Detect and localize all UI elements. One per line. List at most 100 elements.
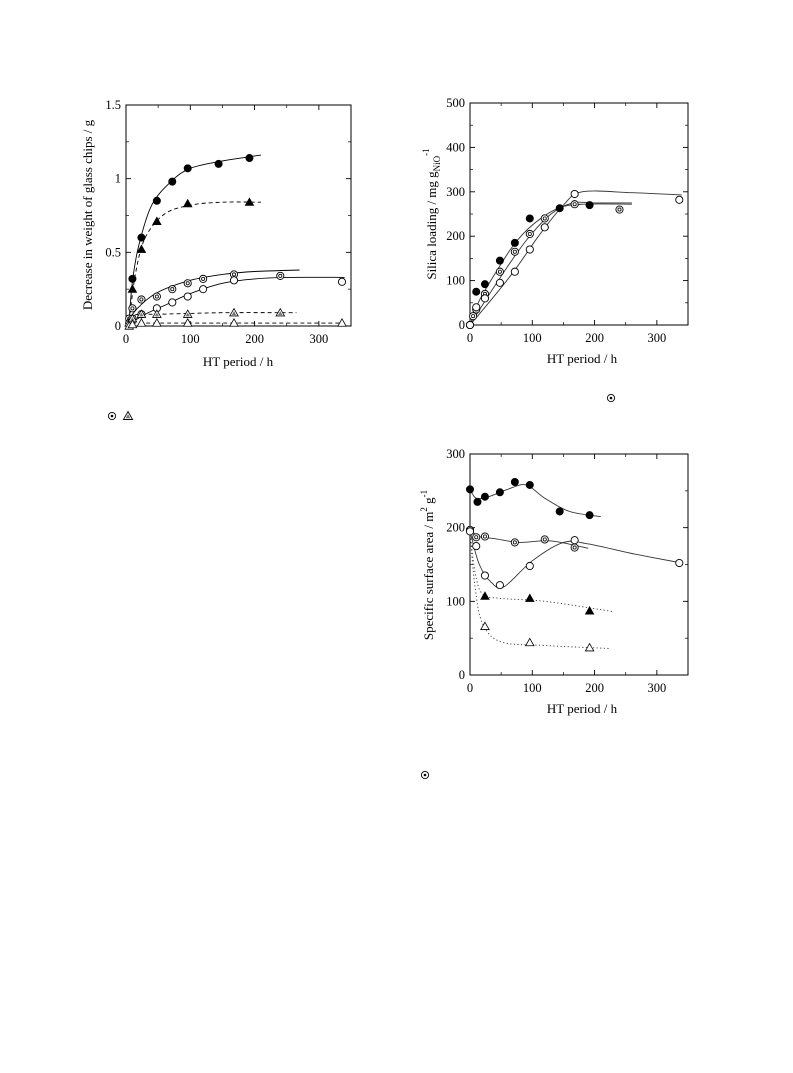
open-circle-point <box>570 536 579 545</box>
double-circle-point-inner <box>139 297 144 302</box>
filled-circle-point <box>245 154 254 163</box>
open-circle-point <box>199 285 208 294</box>
filled-triangle-point <box>480 591 490 600</box>
fit-curve-open-circle <box>125 276 345 327</box>
x-tick-label: 0 <box>123 332 129 346</box>
open-circle-point <box>510 267 519 276</box>
open-circle-point <box>337 277 347 286</box>
filled-triangle-point <box>136 244 147 253</box>
double-circle-point-inner <box>170 287 175 292</box>
grey-triangle-point-inner <box>154 312 160 317</box>
open-circle-point <box>229 276 239 285</box>
y-axis-title: Specific surface area / m2 g-1 <box>419 490 436 640</box>
double-circle-point <box>570 200 579 209</box>
double-circle-point-inner <box>130 306 135 311</box>
y-tick-label: 300 <box>446 185 465 199</box>
double-circle-point-inner <box>497 269 502 274</box>
double-circle-point <box>199 274 208 283</box>
x-tick-label: 300 <box>647 681 666 695</box>
grey-triangle-point-inner <box>185 312 190 317</box>
double-circle-point-inner <box>471 314 476 319</box>
fit-curve-open-circle <box>469 190 682 326</box>
double-circle-point <box>472 533 481 542</box>
open-circle-point <box>525 245 534 254</box>
filled-circle-point <box>510 477 519 486</box>
plot-frame <box>469 453 689 676</box>
double-circle-point <box>570 543 579 552</box>
filled-triangle-point <box>244 197 255 206</box>
filled-triangle-point <box>524 593 535 602</box>
x-axis-title: HT period / h <box>203 354 274 369</box>
y-axis-title-main: Specific surface area / m <box>421 512 436 640</box>
data-points <box>465 189 684 330</box>
y-tick-label: 1 <box>115 172 121 186</box>
double-circle-point <box>510 247 519 256</box>
x-tick-label: 0 <box>467 331 473 345</box>
open-triangle-point <box>182 318 193 327</box>
y-axis-title: Silica loading / mg gNiO-1 <box>421 148 442 279</box>
y-axis-title-sup2: -1 <box>419 490 429 498</box>
filled-circle-point <box>168 177 177 186</box>
filled-circle-point <box>555 507 564 516</box>
filled-circle-point <box>525 214 534 223</box>
fit-curve-filled-circle <box>469 203 632 326</box>
open-circle-point <box>472 303 481 312</box>
filled-triangle-point <box>152 216 162 225</box>
open-triangle-point <box>229 318 239 327</box>
grey-triangle-point-inner <box>139 312 144 317</box>
y-axis-title-sub: NiO <box>432 155 442 171</box>
x-tick-label: 200 <box>245 332 264 346</box>
fit-curve-filled-circle <box>469 484 601 518</box>
double-circle-legend-icon-inner <box>423 773 427 777</box>
surface-area-chart: 0 100 200 300 0 100 200 300 HT period / h Speci… <box>419 447 689 780</box>
open-circle-point <box>570 189 579 199</box>
double-circle-point <box>540 214 549 223</box>
plot-frame <box>469 102 689 326</box>
filled-circle-point <box>585 511 594 520</box>
double-circle-point <box>540 535 549 544</box>
double-circle-point <box>615 205 624 214</box>
grey-triangle-legend-icon-inner <box>125 414 131 419</box>
filled-circle-point <box>585 201 594 210</box>
open-circle-point <box>168 298 177 307</box>
axis-ticks: 0 100 200 300 0 100 200 300 400 500 <box>446 96 688 345</box>
double-circle-point-inner <box>617 207 622 212</box>
double-circle-point-inner <box>278 273 283 278</box>
open-triangle-point <box>524 637 535 647</box>
filled-circle-point <box>555 204 564 213</box>
y-tick-label: 100 <box>446 594 465 608</box>
x-tick-label: 300 <box>309 332 328 346</box>
y-tick-label: 0.5 <box>105 245 121 259</box>
filled-circle-point <box>480 492 489 501</box>
filled-circle-point <box>137 233 146 242</box>
double-circle-point-inner <box>512 540 517 545</box>
open-circle-point <box>480 294 489 303</box>
y-tick-label: 200 <box>446 229 465 243</box>
data-points <box>124 154 347 330</box>
fit-curve-open-circle <box>469 531 682 589</box>
legend-fragment <box>606 393 616 403</box>
open-triangle-point <box>151 318 162 327</box>
legend-fragment <box>107 410 134 421</box>
double-circle-point-inner <box>542 216 547 221</box>
filled-circle-point <box>152 196 161 205</box>
double-circle-point-inner <box>185 281 190 286</box>
open-triangle-point <box>136 318 147 327</box>
filled-circle-point <box>183 164 192 173</box>
filled-triangle-point <box>182 198 193 208</box>
y-axis-title-main: Silica loading / mg g <box>424 171 439 280</box>
double-circle-point-inner <box>482 534 487 539</box>
y-tick-label: 0 <box>115 319 121 333</box>
open-circle-point <box>525 561 534 571</box>
fit-curves <box>469 484 682 649</box>
filled-circle-point <box>214 159 223 168</box>
y-tick-label: 300 <box>446 447 465 461</box>
double-circle-point <box>137 295 146 304</box>
filled-circle-point <box>525 480 534 489</box>
double-circle-point-inner <box>474 535 479 540</box>
silica-loading-chart: 0 100 200 300 0 100 200 300 400 500 HT period / h… <box>421 96 689 403</box>
x-tick-label: 0 <box>467 681 473 695</box>
y-axis-title-sup1: 2 <box>419 507 429 512</box>
open-circle-point <box>465 320 475 330</box>
